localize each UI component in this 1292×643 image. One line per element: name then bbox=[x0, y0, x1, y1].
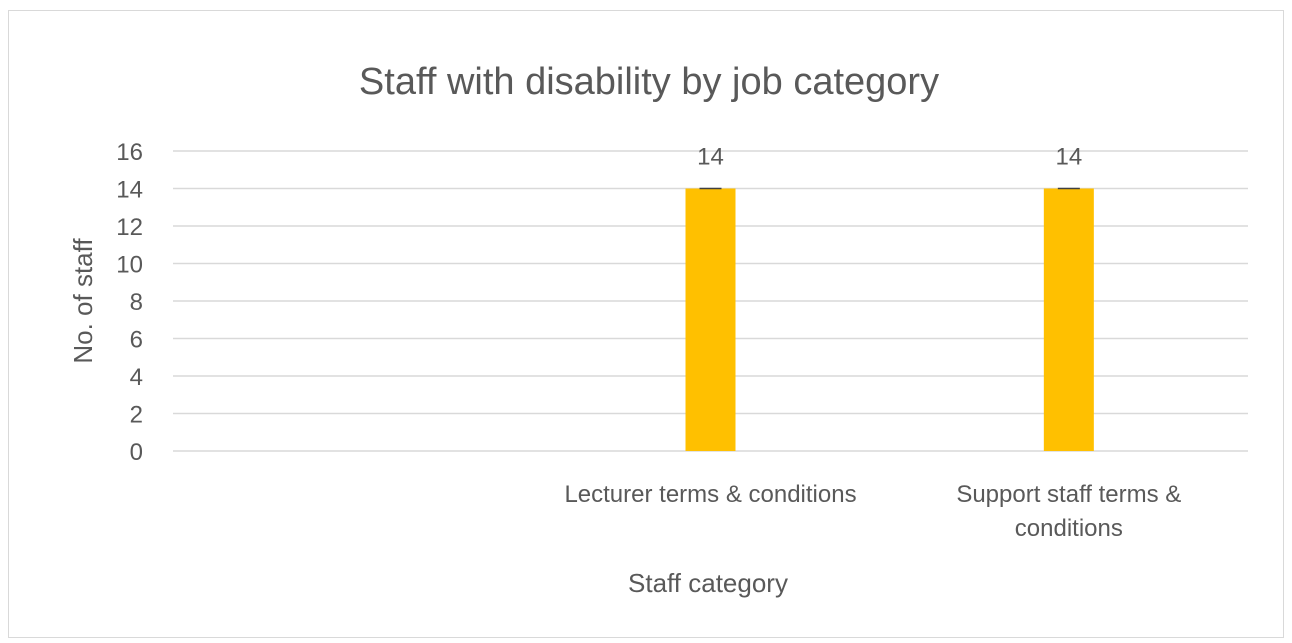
y-tick-label: 10 bbox=[116, 252, 143, 279]
bars bbox=[685, 187, 1094, 451]
chart-title: Staff with disability by job category bbox=[359, 61, 939, 103]
y-tick-label: 16 bbox=[116, 139, 143, 166]
x-tick-label: Lecturer terms & conditions bbox=[564, 481, 856, 508]
data-label: 14 bbox=[1055, 144, 1082, 171]
y-tick-label: 14 bbox=[116, 177, 143, 204]
y-tick-label: 12 bbox=[116, 214, 143, 241]
data-labels: 14 14 bbox=[697, 144, 1082, 171]
y-tick-label: 2 bbox=[130, 402, 143, 429]
y-tick-label: 0 bbox=[130, 439, 143, 466]
bar bbox=[685, 188, 736, 451]
x-tick-label: conditions bbox=[1015, 515, 1123, 542]
y-tick-label: 4 bbox=[130, 364, 143, 391]
category-labels: Lecturer terms & conditions Support staff… bbox=[564, 481, 1181, 542]
y-axis-label: No. of staff bbox=[68, 238, 98, 364]
x-axis-label: Staff category bbox=[628, 568, 788, 598]
y-tick-label: 6 bbox=[130, 327, 143, 354]
x-tick-label: Support staff terms & bbox=[956, 481, 1181, 508]
bar bbox=[1043, 188, 1094, 451]
y-tick-label: 8 bbox=[130, 289, 143, 316]
data-label: 14 bbox=[697, 144, 724, 171]
y-tick-labels: 0 2 4 6 8 10 12 14 16 bbox=[116, 139, 143, 466]
